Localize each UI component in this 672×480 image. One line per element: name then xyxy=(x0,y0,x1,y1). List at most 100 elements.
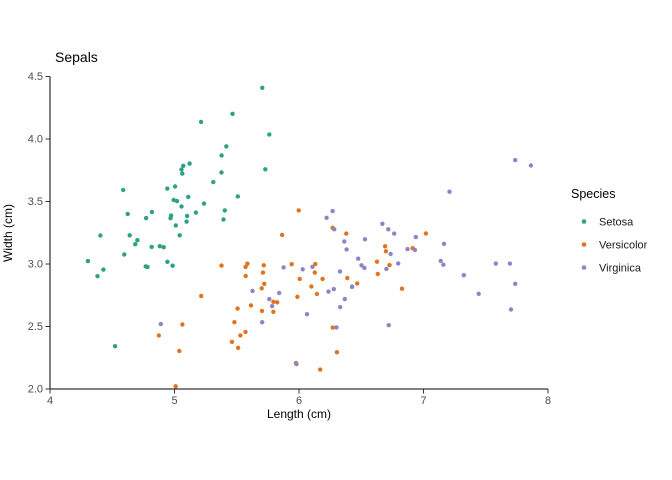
legend-item-label: Virginica xyxy=(599,263,642,275)
data-point xyxy=(184,219,189,224)
data-point xyxy=(222,208,227,213)
data-point xyxy=(230,111,235,117)
data-point xyxy=(388,251,393,257)
data-point xyxy=(143,215,149,221)
data-point xyxy=(145,264,150,270)
data-point xyxy=(320,276,325,282)
data-point xyxy=(441,262,446,267)
legend-swatch-icon xyxy=(581,242,587,247)
data-point xyxy=(324,215,329,220)
data-point xyxy=(382,244,388,249)
data-point xyxy=(267,132,272,137)
data-point xyxy=(334,325,339,330)
data-point xyxy=(101,267,106,272)
data-point xyxy=(219,170,224,175)
data-point xyxy=(259,308,265,314)
data-point xyxy=(211,179,216,185)
data-point xyxy=(331,286,336,292)
data-point xyxy=(507,261,513,266)
data-point xyxy=(177,233,182,238)
data-point xyxy=(441,241,447,246)
y-tick-label: 2.0 xyxy=(28,384,43,396)
x-tick-label: 6 xyxy=(296,395,302,407)
data-point xyxy=(158,321,163,327)
data-point xyxy=(362,237,368,242)
data-point xyxy=(513,157,518,163)
points-layer xyxy=(85,85,534,389)
data-point xyxy=(179,167,184,172)
data-point xyxy=(294,361,299,367)
y-tick-label: 3.5 xyxy=(28,196,43,208)
y-tick-label: 3.0 xyxy=(28,259,43,271)
data-point xyxy=(297,276,302,282)
data-point xyxy=(423,231,429,236)
data-point xyxy=(263,167,268,172)
data-point xyxy=(201,201,207,206)
data-point xyxy=(332,227,337,232)
data-point xyxy=(438,258,443,264)
data-point xyxy=(528,163,534,168)
legend: Setosa Versicolor Virginica xyxy=(581,217,648,275)
data-point xyxy=(232,320,237,325)
data-point xyxy=(235,345,241,350)
data-point xyxy=(193,210,199,215)
data-point xyxy=(392,231,397,236)
data-point xyxy=(344,247,349,252)
data-point xyxy=(344,231,349,236)
x-tick-label: 4 xyxy=(47,395,53,407)
data-point xyxy=(326,289,331,294)
data-point xyxy=(493,261,498,266)
data-point xyxy=(127,233,132,238)
data-point xyxy=(95,274,100,279)
data-point xyxy=(375,271,380,277)
data-point xyxy=(173,384,178,389)
data-point xyxy=(235,306,240,311)
data-point xyxy=(168,216,173,221)
data-point xyxy=(338,304,343,310)
data-point xyxy=(330,325,335,330)
legend-item-setosa: Setosa xyxy=(581,217,634,229)
data-point xyxy=(260,85,265,91)
x-tick-label: 5 xyxy=(171,395,177,407)
data-point xyxy=(399,286,405,291)
data-point xyxy=(310,264,315,269)
data-point xyxy=(229,339,235,344)
axes: 4 5 6 7 8 2.0 2.5 3.0 3.5 4.0 4.5 xyxy=(28,71,551,407)
data-point xyxy=(312,270,317,275)
data-point xyxy=(260,270,266,275)
data-point xyxy=(309,284,314,289)
data-point xyxy=(121,187,126,193)
data-point xyxy=(85,258,91,264)
data-point xyxy=(337,269,343,274)
data-point xyxy=(235,194,240,199)
data-point xyxy=(362,265,367,271)
data-point xyxy=(165,259,170,264)
data-point xyxy=(513,281,518,286)
data-point xyxy=(304,312,310,317)
data-point xyxy=(170,263,175,268)
data-point xyxy=(156,333,161,338)
data-point xyxy=(447,189,452,194)
x-tick-label: 7 xyxy=(420,395,426,407)
data-point xyxy=(180,322,185,327)
data-point xyxy=(289,262,294,267)
data-point xyxy=(243,264,248,270)
data-point xyxy=(243,329,248,335)
y-tick-label: 2.5 xyxy=(28,321,43,333)
data-point xyxy=(356,256,361,261)
y-tick-label: 4.0 xyxy=(28,134,43,146)
data-point xyxy=(355,281,360,286)
data-point xyxy=(384,266,389,272)
data-point xyxy=(313,261,318,267)
data-point xyxy=(295,294,300,299)
data-point xyxy=(259,286,264,291)
data-point xyxy=(149,244,154,250)
data-point xyxy=(238,333,243,338)
data-point xyxy=(296,208,301,213)
data-point xyxy=(112,344,118,349)
data-point xyxy=(149,209,155,215)
data-point xyxy=(181,163,186,168)
data-point xyxy=(342,296,347,302)
data-point xyxy=(221,217,226,222)
